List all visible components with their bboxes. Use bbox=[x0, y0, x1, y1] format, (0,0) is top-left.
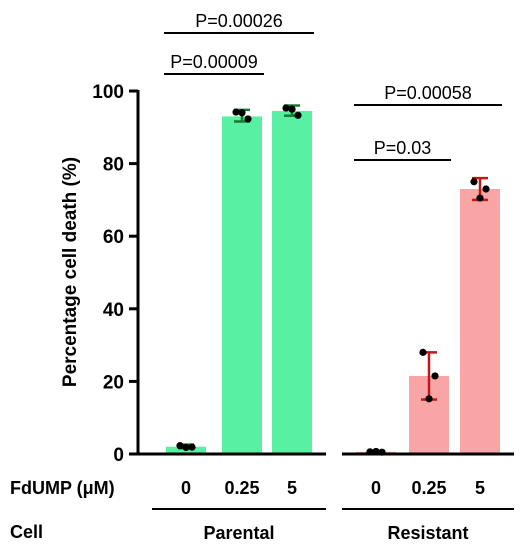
category-label: 0 bbox=[371, 478, 381, 498]
y-tick-label: 0 bbox=[113, 445, 124, 466]
p-value-label: P=0.00026 bbox=[195, 11, 283, 31]
data-point bbox=[482, 185, 489, 192]
y-tick-label: 60 bbox=[103, 227, 124, 248]
category-label: 5 bbox=[287, 478, 297, 498]
cell-row-label: Cell bbox=[10, 522, 43, 542]
data-point bbox=[182, 444, 189, 451]
bar bbox=[222, 116, 262, 454]
data-point bbox=[244, 115, 251, 122]
y-axis-label: Percentage cell death (%) bbox=[60, 157, 81, 387]
category-label: 0.25 bbox=[411, 478, 446, 498]
p-value-label: P=0.00058 bbox=[384, 83, 472, 103]
y-tick-label: 100 bbox=[92, 82, 124, 103]
data-point bbox=[470, 178, 477, 185]
group-label: Resistant bbox=[387, 523, 468, 543]
y-tick-label: 40 bbox=[103, 300, 124, 321]
p-value-label: P=0.03 bbox=[374, 138, 432, 158]
group-label: Parental bbox=[203, 523, 274, 543]
data-point bbox=[419, 349, 426, 356]
bar bbox=[460, 189, 500, 454]
data-point bbox=[476, 194, 483, 201]
data-point bbox=[238, 109, 245, 116]
y-tick-label: 20 bbox=[103, 372, 124, 393]
category-label: 0.25 bbox=[224, 478, 259, 498]
y-tick-label: 80 bbox=[103, 155, 124, 176]
data-point bbox=[425, 395, 432, 402]
category-label: 5 bbox=[475, 478, 485, 498]
data-point bbox=[294, 112, 301, 119]
data-point bbox=[431, 372, 438, 379]
data-point bbox=[282, 104, 289, 111]
bar bbox=[272, 111, 312, 454]
treatment-row-label: FdUMP (μM) bbox=[10, 478, 115, 498]
data-point bbox=[288, 106, 295, 113]
category-label: 0 bbox=[181, 478, 191, 498]
plot-area: 0 20 40 60 80 100 0 0.25 5 0 0.25 5 Parental Resistan… bbox=[92, 11, 514, 543]
p-value-label: P=0.00009 bbox=[170, 52, 258, 72]
